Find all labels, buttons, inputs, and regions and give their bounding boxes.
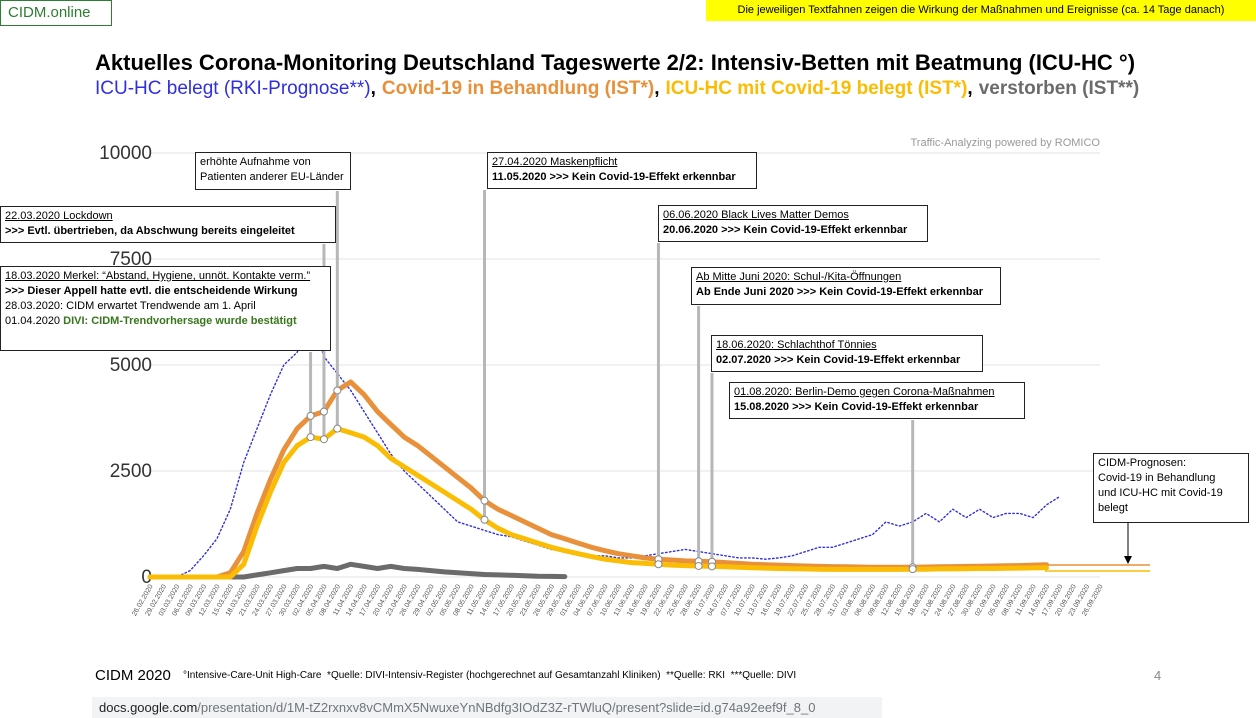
watermark: Traffic-Analyzing powered by ROMICO — [910, 137, 1100, 149]
annotation-text: Patienten anderer EU-Länder — [200, 171, 344, 183]
annotation-text: 01.04.2020 — [5, 315, 61, 327]
y-tick-label: 7500 — [110, 249, 152, 270]
annotation: 22.03.2020 Lockdown >>> Evtl. übertriebe… — [0, 206, 336, 243]
point-marker — [333, 386, 342, 395]
url-host: docs.google.com — [99, 700, 198, 715]
annotation-text: und ICU-HC mit Covid-19 — [1098, 487, 1223, 499]
point-marker — [306, 411, 315, 420]
annotation: 18.03.2020 Merkel: “Abstand, Hygiene, un… — [0, 266, 331, 351]
annotation-text: 28.03.2020: CIDM erwartet Trendwende am … — [5, 300, 256, 312]
legend-entry: Covid-19 in Behandlung (IST*) — [381, 78, 655, 99]
url-path: /presentation/d/1M-tZ2rxnxv8vCMmX5NwuxeY… — [197, 700, 816, 715]
point-marker — [480, 496, 489, 505]
annotation-text: 15.08.2020 >>> Kein Covid-19-Effekt erke… — [734, 401, 979, 413]
annotation: erhöhte Aufnahme von Patienten anderer E… — [195, 152, 351, 190]
annotation-text: >>> Dieser Appell hatte evtl. die entsch… — [5, 285, 298, 297]
point-marker — [306, 433, 315, 442]
annotation: 27.04.2020 Maskenpflicht 11.05.2020 >>> … — [487, 152, 757, 189]
point-marker — [694, 561, 703, 570]
y-tick-label: 2500 — [110, 461, 152, 482]
annotation-text: Ab Ende Juni 2020 >>> Kein Covid-19-Effe… — [696, 286, 984, 298]
annotation-text: >>> Evtl. übertrieben, da Abschwung bere… — [5, 225, 295, 237]
annotation-text: 06.06.2020 Black Lives Matter Demos — [663, 209, 849, 221]
annotation-text: DIVI: CIDM-Trendvorhersage wurde bestäti… — [63, 315, 297, 327]
point-marker — [333, 424, 342, 433]
legend-entry: ICU-HC belegt (RKI-Prognose**) — [95, 78, 371, 99]
annotation-text: 11.05.2020 >>> Kein Covid-19-Effekt erke… — [492, 171, 736, 183]
logo: CIDM.online — [0, 0, 112, 26]
annotation-text: belegt — [1098, 502, 1128, 514]
legend-separator: , — [654, 78, 660, 99]
annotation: Ab Mitte Juni 2020: Schul-/Kita-Öffnunge… — [691, 267, 1001, 305]
point-marker — [654, 560, 663, 569]
url-bar: docs.google.com/presentation/d/1M-tZ2rxn… — [92, 697, 882, 718]
annotation: 01.08.2020: Berlin-Demo gegen Corona-Maß… — [729, 382, 1025, 419]
footer-brand: CIDM 2020 — [95, 667, 171, 684]
footer-notes: °Intensive-Care-Unit High-Care *Quelle: … — [183, 670, 797, 681]
annotation-text: erhöhte Aufnahme von — [200, 156, 311, 168]
point-marker — [319, 435, 328, 444]
annotation: 06.06.2020 Black Lives Matter Demos 20.0… — [658, 205, 928, 242]
annotation: CIDM-Prognosen: Covid-19 in Behandlung u… — [1093, 453, 1249, 523]
point-marker — [908, 565, 917, 574]
legend-entry: verstorben (IST**) — [978, 78, 1140, 99]
page-number: 4 — [1154, 668, 1162, 683]
banner: Die jeweiligen Textfahnen zeigen die Wir… — [706, 0, 1256, 21]
y-tick-label: 0 — [141, 567, 152, 588]
annotation-text: 18.03.2020 Merkel: “Abstand, Hygiene, un… — [5, 270, 311, 282]
annotation: 18.06.2020: Schlachthof Tönnies 02.07.20… — [711, 335, 983, 372]
annotation-text: 20.06.2020 >>> Kein Covid-19-Effekt erke… — [663, 224, 908, 236]
y-tick-label: 10000 — [99, 143, 152, 164]
point-marker — [480, 515, 489, 524]
legend-entry: ICU-HC mit Covid-19 belegt (IST*) — [665, 78, 968, 99]
forecast-arrowhead — [1124, 556, 1132, 564]
annotation-text: Covid-19 in Behandlung — [1098, 472, 1216, 484]
annotation-text: 02.07.2020 >>> Kein Covid-19-Effekt erke… — [716, 354, 961, 366]
point-marker — [707, 562, 716, 571]
chart-title: Aktuelles Corona-Monitoring Deutschland … — [95, 50, 1136, 75]
legend: ICU-HC belegt (RKI-Prognose**), Covid-19 … — [95, 78, 1139, 100]
legend-separator: , — [967, 78, 973, 99]
annotation-text: 27.04.2020 Maskenpflicht — [492, 156, 618, 168]
annotation-text: 01.08.2020: Berlin-Demo gegen Corona-Maß… — [734, 386, 995, 398]
annotation-text: 18.06.2020: Schlachthof Tönnies — [716, 339, 877, 351]
point-marker — [319, 407, 328, 416]
legend-separator: , — [370, 78, 376, 99]
series-line — [147, 426, 1049, 580]
annotation-text: CIDM-Prognosen: — [1098, 457, 1187, 469]
y-tick-label: 5000 — [110, 355, 152, 376]
annotation-text: 22.03.2020 Lockdown — [5, 210, 113, 222]
annotation-text: Ab Mitte Juni 2020: Schul-/Kita-Öffnunge… — [696, 271, 902, 283]
